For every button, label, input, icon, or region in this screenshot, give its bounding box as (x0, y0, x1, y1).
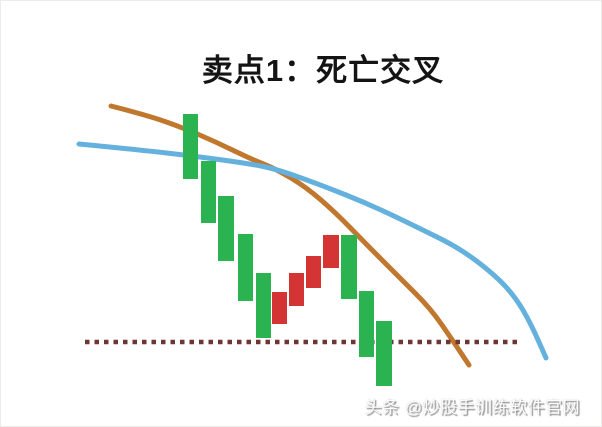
candle-6-red (272, 292, 287, 324)
candle-8-red (306, 256, 321, 288)
candle-4-green (238, 234, 253, 301)
candle-12-green (376, 321, 392, 386)
candle-9-red (323, 235, 339, 268)
candle-11-green (359, 291, 374, 357)
watermark-text: 头条 @炒股手训练软件官网 (364, 398, 580, 417)
candle-10-green (341, 235, 357, 299)
candle-5-green (256, 273, 271, 338)
watermark: 头条 @炒股手训练软件官网 (365, 393, 580, 418)
long-term-ma-line (76, 141, 549, 361)
candle-7-red (289, 273, 304, 306)
chart-title: 卖点1：死亡交叉 (201, 53, 445, 88)
short-term-ma-line (108, 103, 472, 368)
candle-2-green (201, 161, 216, 223)
candle-1-green (183, 114, 198, 179)
candle-3-green (218, 196, 234, 261)
